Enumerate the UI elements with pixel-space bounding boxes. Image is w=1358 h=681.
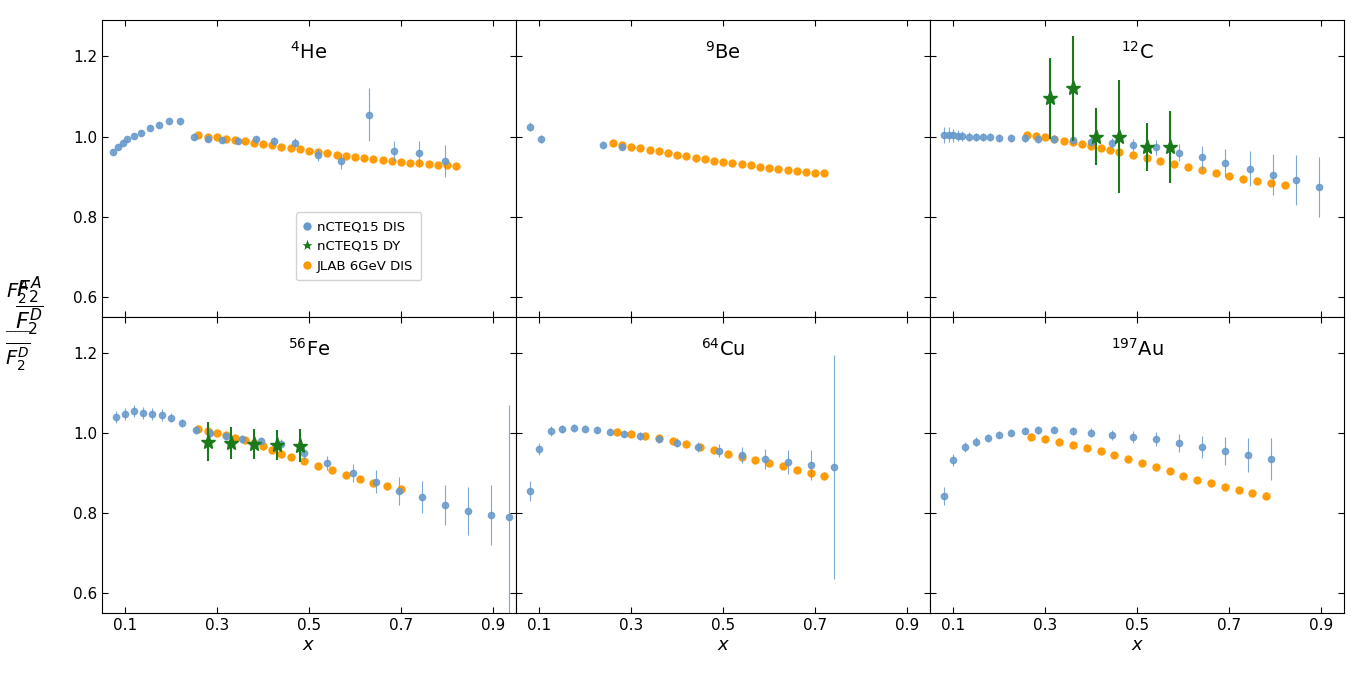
- Text: $\dfrac{F_2^A}{F_2^D}$: $\dfrac{F_2^A}{F_2^D}$: [15, 274, 45, 338]
- Text: $^{56}$Fe: $^{56}$Fe: [288, 337, 330, 360]
- Text: $F_2^A$: $F_2^A$: [7, 279, 29, 306]
- Text: $^{12}$C: $^{12}$C: [1120, 41, 1154, 63]
- Text: $\overline{F_2^D}$: $\overline{F_2^D}$: [5, 340, 30, 373]
- Text: $^{197}$Au: $^{197}$Au: [1111, 337, 1164, 360]
- Text: $^{64}$Cu: $^{64}$Cu: [701, 337, 746, 360]
- X-axis label: $x$: $x$: [303, 635, 315, 654]
- Text: $^{4}$He: $^{4}$He: [291, 41, 327, 63]
- Legend: nCTEQ15 DIS, nCTEQ15 DY, JLAB 6GeV DIS: nCTEQ15 DIS, nCTEQ15 DY, JLAB 6GeV DIS: [296, 212, 421, 281]
- Text: ─────: ─────: [5, 326, 30, 335]
- X-axis label: $x$: $x$: [717, 635, 729, 654]
- X-axis label: $x$: $x$: [1131, 635, 1143, 654]
- Text: $^{9}$Be: $^{9}$Be: [705, 41, 741, 63]
